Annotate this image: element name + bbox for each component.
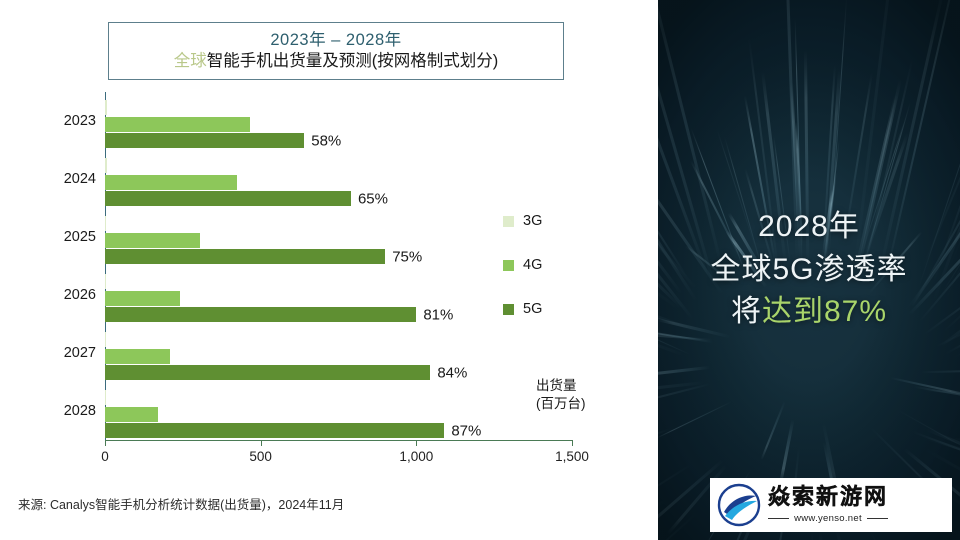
chart-bar-5g: [105, 133, 305, 148]
bar-value-label: 84%: [437, 364, 468, 381]
bar-value-label: 58%: [311, 132, 342, 149]
chart-row: 2023 58%: [64, 92, 572, 150]
x-axis-tick: [416, 440, 418, 446]
bar-value-label: 65%: [357, 190, 388, 207]
legend-swatch-5g-icon: [503, 303, 514, 315]
chart-row: 2024 65%: [64, 150, 572, 208]
chart-title-rest: 智能手机出货量及预测(按网格制式划分): [206, 52, 499, 70]
hero-line-2: 全球5G渗透率: [710, 252, 908, 286]
chart-title-highlight: 全球: [173, 52, 207, 70]
legend-item-5g: 5G: [503, 301, 542, 317]
category-label-wrap: 2027: [30, 324, 96, 382]
hero-vignette: [658, 0, 960, 540]
chart-row: 2027 84%: [64, 324, 572, 382]
watermark-url: www.yenso.net: [794, 512, 862, 524]
legend-item-4g: 4G: [503, 257, 542, 273]
watermark-rule-right: [866, 517, 889, 519]
hero-line-3: 将达到87%: [731, 291, 887, 334]
y-axis-line: [105, 92, 106, 440]
hero-panel: 2028年 全球5G渗透率 将达到87%: [658, 0, 960, 540]
category-label: 2027: [63, 345, 96, 361]
x-axis-line: [105, 440, 572, 441]
category-label: 2028: [63, 403, 96, 419]
source-note: 来源: Canalys智能手机分析统计数据(出货量)，2024年11月: [18, 498, 345, 512]
chart-row: 2028 87%: [64, 382, 572, 440]
hero-line-1: 2028年: [758, 210, 860, 244]
category-label-wrap: 2023: [30, 92, 96, 150]
chart-bar-5g: [105, 365, 431, 380]
category-label: 2023: [63, 113, 96, 129]
x-axis-unit-label: 出货量 (百万台): [536, 377, 586, 413]
chart-bar-4g: [105, 116, 250, 132]
hero-line-3-prefix: 将: [730, 295, 762, 329]
chart-bar-3g: [105, 100, 108, 115]
x-axis-unit-line-1: 出货量: [536, 378, 577, 393]
chart-bar-4g: [105, 290, 180, 306]
watermark: 焱索新游网 www.yenso.net: [710, 478, 952, 532]
chart-bar-4g: [105, 232, 200, 248]
watermark-rule-left: [768, 517, 790, 519]
legend-swatch-4g-icon: [503, 259, 514, 271]
watermark-url-row: www.yenso.net: [768, 512, 889, 524]
category-label-wrap: 2025: [30, 208, 96, 266]
plot-area: 2023 58% 2024 65% 2025 75% 2026 81% 2027 84% 2028 8…: [64, 92, 572, 440]
chart-title-box: 2023年 – 2028年 全球智能手机出货量及预测(按网格制式划分): [108, 22, 564, 80]
watermark-logo-icon: [716, 482, 762, 528]
category-label: 2025: [63, 229, 96, 245]
chart-bar-3g: [105, 274, 106, 289]
chart-bar-5g: [105, 423, 445, 438]
x-axis-tick-label: 1,500: [555, 449, 589, 464]
chart-bar-4g: [105, 406, 158, 422]
watermark-site-name: 焱索新游网: [768, 485, 889, 511]
bar-value-label: 81%: [423, 306, 454, 323]
x-axis-tick: [572, 440, 573, 446]
legend-item-3g: 3G: [503, 213, 542, 229]
x-axis-tick: [260, 440, 262, 446]
legend-label-5g: 5G: [523, 301, 543, 317]
chart-bar-3g: [105, 158, 107, 173]
x-axis-unit-line-2: (百万台): [536, 396, 586, 412]
category-label: 2024: [63, 171, 96, 187]
chart-bar-3g: [105, 216, 106, 231]
hero-line-3-highlight: 达到87%: [761, 295, 888, 329]
x-axis-tick: [105, 440, 106, 446]
category-label: 2026: [63, 287, 96, 303]
chart-panel: 2023年 – 2028年 全球智能手机出货量及预测(按网格制式划分) 2023…: [18, 22, 589, 512]
category-label-wrap: 2024: [30, 150, 96, 208]
chart-bar-5g: [105, 249, 386, 264]
watermark-text-block: 焱索新游网 www.yenso.net: [768, 485, 889, 524]
x-axis-tick-label: 0: [101, 449, 109, 464]
legend-label-4g: 4G: [523, 257, 543, 273]
chart-row: 2025 75%: [64, 208, 572, 266]
chart-row: 2026 81%: [64, 266, 572, 324]
chart-bar-4g: [105, 174, 238, 190]
chart-title-line-2: 全球智能手机出货量及预测(按网格制式划分): [174, 51, 499, 72]
hero-text-block: 2028年 全球5G渗透率 将达到87%: [658, 0, 960, 540]
x-axis-tick-label: 1,000: [399, 449, 434, 464]
chart-title-line-1: 2023年 – 2028年: [270, 31, 402, 50]
category-label-wrap: 2028: [30, 382, 96, 440]
x-axis-tick-label: 500: [249, 449, 272, 464]
chart-bar-5g: [105, 307, 417, 322]
legend-swatch-3g-icon: [503, 215, 514, 227]
chart-bar-4g: [105, 348, 171, 364]
category-label-wrap: 2026: [30, 266, 96, 324]
bar-value-label: 75%: [392, 248, 423, 265]
chart-legend: 3G 4G 5G: [503, 213, 542, 345]
legend-label-3g: 3G: [523, 213, 543, 229]
chart-bar-5g: [105, 191, 351, 206]
bar-value-label: 87%: [451, 422, 482, 439]
